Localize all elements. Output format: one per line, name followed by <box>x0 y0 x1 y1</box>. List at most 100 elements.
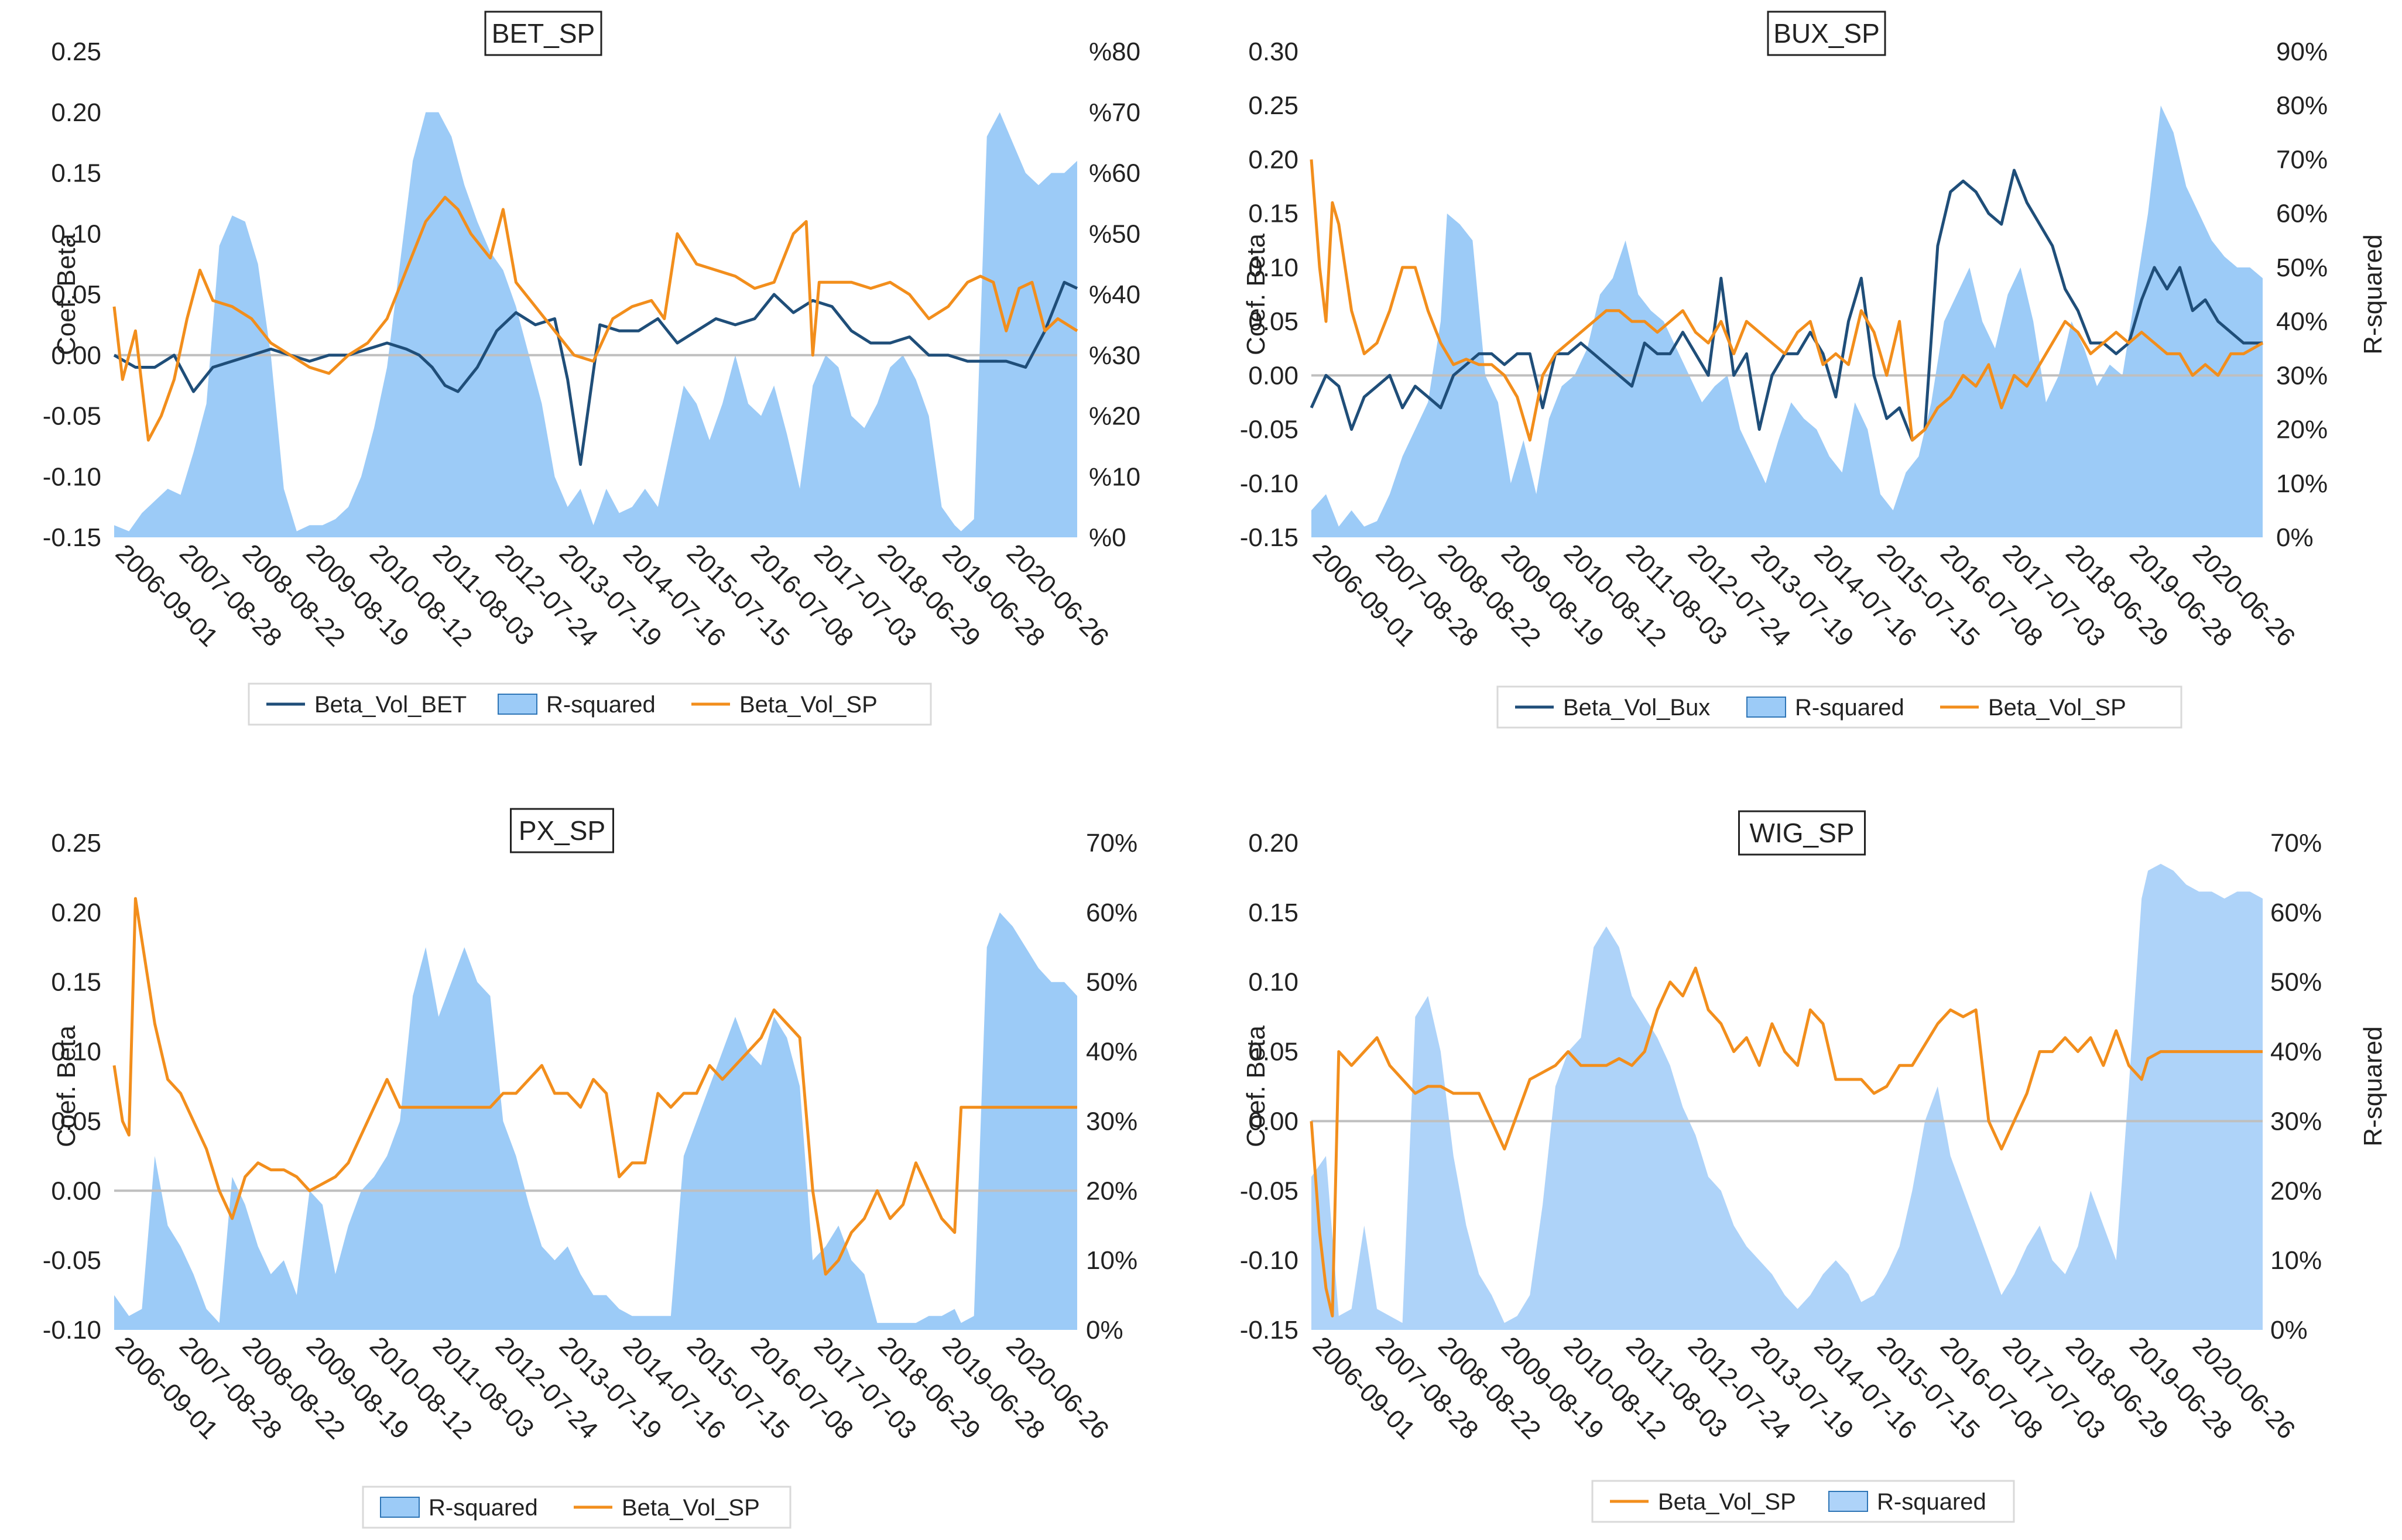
y-right-axis-label: R-squared <box>2359 1026 2387 1146</box>
y-right-tick-label: 60% <box>2270 898 2322 927</box>
legend-label-beta-vol-sp: Beta_Vol_SP <box>1988 695 2126 721</box>
y-axis-label: Coef. Beta <box>52 234 81 355</box>
y-tick-label: -0.15 <box>1240 523 1298 552</box>
y-tick-label: -0.10 <box>1240 469 1298 498</box>
chart-title-box <box>484 11 602 56</box>
y-tick-label: 0.10 <box>1248 253 1298 282</box>
y-tick-label: 0.20 <box>1248 145 1298 174</box>
series-beta-vol-bet-line <box>113 280 1078 466</box>
y-right-tick-label: %40 <box>1089 280 1140 309</box>
legend-swatch-r-squared <box>1746 697 1786 718</box>
y-tick-label: -0.10 <box>43 462 101 491</box>
chart-title: PX_SP <box>519 815 605 846</box>
y-right-tick-label: 80% <box>2276 91 2328 120</box>
y-tick-label: 0.15 <box>1248 898 1298 927</box>
legend-label-r-squared: R-squared <box>1795 695 1904 721</box>
y-tick-label: 0.15 <box>1248 200 1298 228</box>
legend-box <box>1496 685 2182 729</box>
chart-title-box <box>1767 11 1886 56</box>
legend-label-beta-vol-sp: Beta_Vol_SP <box>622 1495 760 1521</box>
y-tick-label: -0.05 <box>43 402 101 431</box>
y-tick-label: 0.10 <box>51 219 101 248</box>
y-right-tick-label: 30% <box>2276 361 2328 390</box>
y-right-tick-label: 30% <box>1086 1107 1137 1136</box>
series-beta-vol-sp-line <box>112 195 1078 442</box>
y-right-tick-label: 30% <box>2270 1107 2322 1136</box>
legend-swatch-r-squared <box>1828 1491 1868 1512</box>
legend-label-beta-vol-bux: Beta_Vol_Bux <box>1563 695 1710 721</box>
y-tick-label: -0.10 <box>43 1316 101 1345</box>
y-tick-label: 0.25 <box>1248 91 1298 120</box>
y-right-tick-label: 40% <box>2276 307 2328 336</box>
legend-label-r-squared: R-squared <box>546 692 656 718</box>
y-right-axis-label: R-squared <box>2359 234 2387 354</box>
chart-bet-sp: 0.25 0.20 0.15 0.10 0.05 0.00 -0.05 -0.10 -0.15%… <box>43 11 1140 726</box>
y-tick-label: 0.15 <box>51 968 101 997</box>
y-right-tick-label: 40% <box>2270 1038 2322 1066</box>
y-right-tick-label: 70% <box>1086 829 1137 858</box>
y-tick-label: 0.10 <box>1248 968 1298 997</box>
legend-label-r-squared: R-squared <box>429 1495 538 1521</box>
y-right-tick-label: %30 <box>1089 341 1140 370</box>
y-right-tick-label: 70% <box>2270 829 2322 858</box>
chart-wig-sp: 0.20 0.15 0.10 0.05 0.00 -0.05 -0.10 -0.15 70% 60… <box>1240 810 2387 1523</box>
y-tick-label: -0.10 <box>1240 1246 1298 1275</box>
y-tick-label: 0.25 <box>51 829 101 858</box>
series-beta-vol-sp-line <box>1310 966 2263 1318</box>
y-axis-label: Coef. Beta <box>1242 234 1270 355</box>
y-tick-label: 0.05 <box>1248 1038 1298 1066</box>
y-right-tick-label: %60 <box>1089 159 1140 188</box>
y-tick-label: -0.05 <box>1240 416 1298 444</box>
y-right-tick-label: %70 <box>1089 98 1140 127</box>
chart-px-sp: 0.25 0.20 0.15 0.10 0.05 0.00 -0.05 -0.10 70% 60%… <box>43 808 1137 1529</box>
y-tick-label: -0.05 <box>43 1246 101 1275</box>
y-tick-label: 0.05 <box>51 1107 101 1136</box>
y-right-tick-label: %20 <box>1089 402 1140 431</box>
y-tick-label: 0.00 <box>1248 1107 1298 1136</box>
y-right-tick-label: 10% <box>2270 1246 2322 1275</box>
y-right-tick-label: 90% <box>2276 37 2328 66</box>
y-right-tick-label: 50% <box>2270 968 2322 997</box>
series-beta-vol-sp-line <box>1310 159 2264 442</box>
y-tick-label: 0.25 <box>51 37 101 66</box>
y-right-tick-label: 60% <box>2276 200 2328 228</box>
legend-label-r-squared: R-squared <box>1877 1489 1986 1515</box>
y-tick-label: 0.20 <box>51 898 101 927</box>
series-beta-vol-sp-line <box>112 897 1077 1276</box>
y-axis-label: Coef. Beta <box>52 1025 81 1147</box>
y-tick-label: 0.05 <box>1248 307 1298 336</box>
y-right-tick-label: 20% <box>2270 1177 2322 1205</box>
y-tick-label: 0.05 <box>51 280 101 309</box>
chart-title-box <box>1738 810 1866 856</box>
legend-swatch-r-squared <box>380 1497 420 1518</box>
y-right-tick-label: 0% <box>2276 523 2314 552</box>
y-right-tick-label: %10 <box>1089 462 1140 491</box>
y-right-tick-label: 70% <box>2276 145 2328 174</box>
series-r-squared-area <box>114 112 1077 538</box>
y-right-tick-label: %50 <box>1089 219 1140 248</box>
y-right-tick-label: 60% <box>1086 898 1137 927</box>
y-tick-label: 0.20 <box>51 98 101 127</box>
y-right-tick-label: 20% <box>2276 416 2328 444</box>
chart-title: BET_SP <box>492 18 595 49</box>
chart-title: WIG_SP <box>1750 818 1855 848</box>
y-tick-label: 0.15 <box>51 159 101 188</box>
legend-swatch-r-squared <box>498 694 537 715</box>
y-tick-label: 0.00 <box>51 1177 101 1205</box>
y-tick-label: 0.30 <box>1248 37 1298 66</box>
legend-label-beta-vol-sp: Beta_Vol_SP <box>739 692 878 718</box>
chart-bux-sp: 0.30 0.25 0.20 0.15 0.10 0.05 0.00 -0.05 -0.10 -0… <box>1240 11 2387 729</box>
y-right-tick-label: 10% <box>2276 469 2328 498</box>
y-right-tick-label: 40% <box>1086 1038 1137 1066</box>
series-r-squared-area <box>114 912 1077 1330</box>
legend-label-beta-vol-sp: Beta_Vol_SP <box>1658 1489 1796 1515</box>
y-right-tick-label: %0 <box>1089 523 1126 552</box>
series-r-squared-area <box>1311 863 2263 1330</box>
y-right-tick-label: 0% <box>2270 1316 2308 1345</box>
legend-box <box>248 682 932 726</box>
y-right-tick-label: 50% <box>1086 968 1137 997</box>
y-right-tick-label: 50% <box>2276 253 2328 282</box>
y-tick-label: 0.00 <box>51 341 101 370</box>
y-right-tick-label: 20% <box>1086 1177 1137 1205</box>
